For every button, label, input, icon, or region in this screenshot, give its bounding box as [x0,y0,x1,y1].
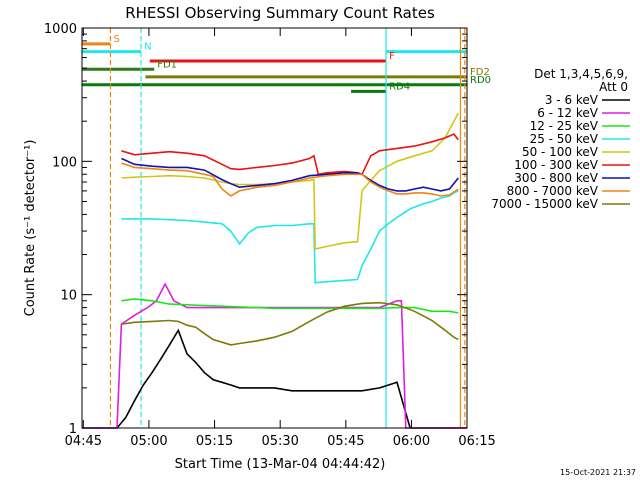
chart-title: RHESSI Observing Summary Count Rates [125,4,435,22]
legend-label-3: 25 - 50 keV [530,132,599,146]
x-tick-label-0: 04:45 [65,434,102,449]
y-axis-label: Count Rate (s⁻¹ detector⁻¹) [23,140,38,317]
legend-label-1: 6 - 12 keV [537,106,599,120]
y-tick-label-1: 10 [60,289,77,304]
x-axis-ticks: 04:45 05:00 05:15 05:30 05:45 06:00 06:15 [65,28,496,449]
y-tick-label-3: 1000 [44,22,77,37]
series-line-8 [121,301,459,346]
legend-label-7: 800 - 7000 keV [507,184,599,198]
legend-label-6: 300 - 800 keV [514,171,598,185]
legend-label-4: 50 - 100 keV [522,145,599,159]
flag-label-fd2: FD2 [470,67,490,78]
flag-label-rd4: RD4 [389,81,410,92]
flag-label-s: S [113,34,119,45]
legend-label-8: 7000 - 15000 keV [491,197,598,211]
legend-label-5: 100 - 300 keV [514,158,598,172]
footer-timestamp: 15-Oct-2021 21:37 [560,468,636,477]
x-tick-label-5: 06:00 [393,434,430,449]
x-tick-label-1: 05:00 [130,434,167,449]
event-markers [109,28,466,428]
legend-label-0: 3 - 6 keV [545,93,599,107]
series-line-7 [121,162,459,197]
x-tick-label-4: 05:45 [327,434,364,449]
series-line-5 [121,133,459,176]
x-tick-label-6: 06:15 [458,434,495,449]
y-axis-ticks: 1 10 100 1000 [44,22,467,437]
legend-title-line-1: Det 1,3,4,5,6,9, [534,67,628,81]
series-line-4 [121,112,460,250]
x-tick-label-3: 05:30 [261,434,298,449]
flag-label-rd0: RD0 [470,75,491,86]
x-axis-label: Start Time (13-Mar-04 04:44:42) [175,457,386,472]
plot-frame [81,27,468,429]
y-tick-label-0: 1 [69,422,77,437]
x-tick-label-2: 05:15 [196,434,233,449]
flag-label-fd1: FD1 [157,59,177,70]
legend-label-2: 12 - 25 keV [530,119,599,133]
series-line-6 [121,157,459,192]
series-line-1 [82,282,467,429]
legend-title-line-2: Att 0 [599,80,628,94]
data-series [82,112,467,429]
flag-label-n: N [144,42,151,53]
y-tick-label-2: 100 [52,155,77,170]
series-line-0 [82,328,467,429]
series-line-2 [121,298,459,314]
flag-label-f: F [389,51,395,62]
series-line-3 [121,190,459,284]
